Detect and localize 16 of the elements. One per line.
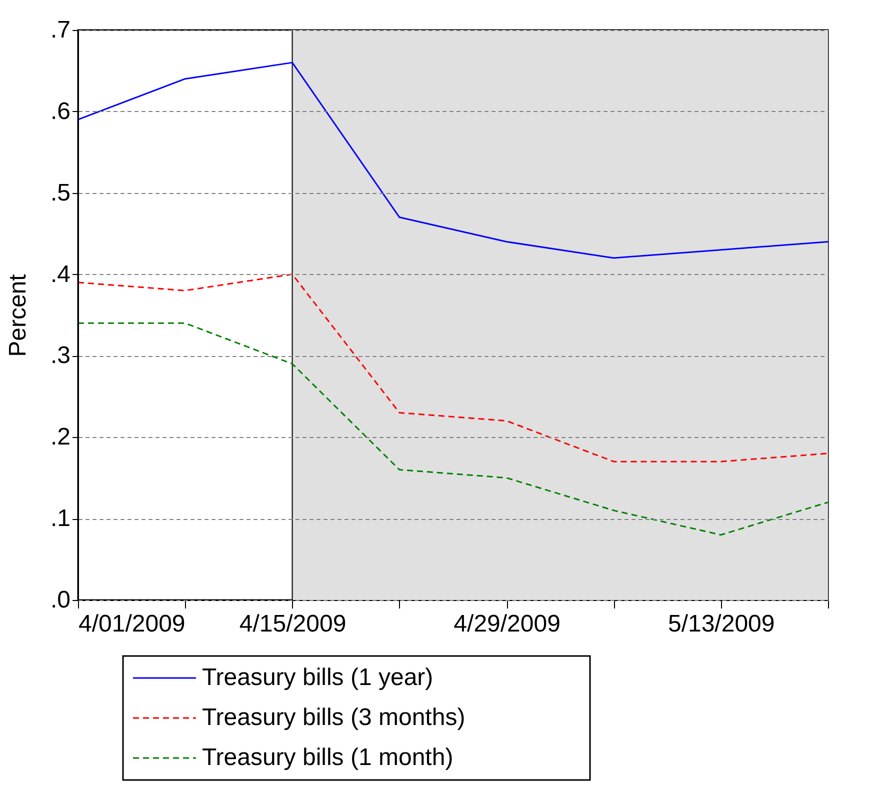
y-tick-label: .5 — [50, 179, 70, 206]
legend-label: Treasury bills (3 months) — [202, 704, 466, 731]
y-tick-label: .0 — [50, 586, 70, 614]
y-tick-label: .6 — [50, 98, 70, 125]
x-tick-label: 5/13/2009 — [668, 610, 775, 638]
y-tick-label: .4 — [50, 260, 70, 288]
y-tick-label: .7 — [50, 16, 70, 44]
y-axis-title: Percent — [4, 274, 32, 357]
y-tick-label: .1 — [50, 505, 70, 532]
x-tick-label: 4/01/2009 — [78, 610, 186, 638]
y-tick-label: .3 — [50, 342, 70, 370]
y-tick-label: .2 — [50, 424, 70, 451]
legend-label: Treasury bills (1 month) — [202, 744, 454, 771]
x-tick-label: 4/29/2009 — [454, 610, 560, 638]
legend-label: Treasury bills (1 year) — [202, 664, 434, 691]
x-tick-label: 4/15/2009 — [239, 610, 346, 638]
